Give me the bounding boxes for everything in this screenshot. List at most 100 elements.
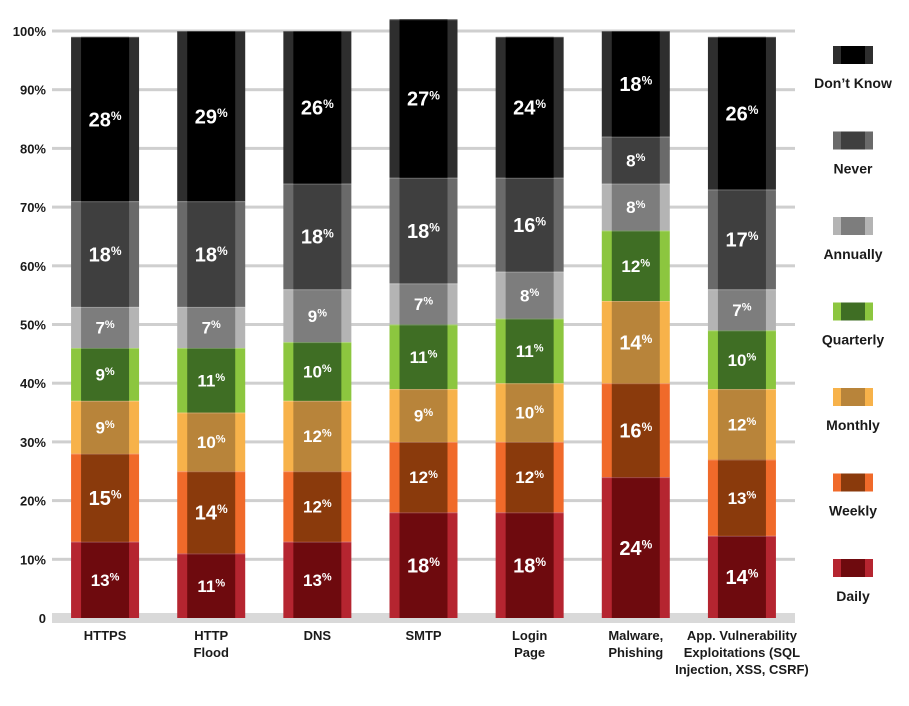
bar-segment <box>399 177 448 284</box>
legend-item: Never <box>833 131 873 177</box>
legend: Don’t Know Never Annually Quarterly Monthly W… <box>814 46 892 604</box>
bar-segment-divider <box>601 136 670 138</box>
legend-label: Quarterly <box>822 332 884 348</box>
x-tick-label: Login Page <box>512 628 547 660</box>
bar-segment <box>187 201 236 307</box>
bar-segment-divider <box>71 201 140 203</box>
legend-label: Monthly <box>826 417 880 433</box>
data-label: 28% <box>89 109 122 131</box>
bar-segment-divider <box>707 289 776 291</box>
bar-segment-divider <box>177 31 246 32</box>
bar-segment <box>399 19 448 178</box>
bars: 13% 15% 9% 9% 7% 18% 28% 11% 14% 10% 11% 7% 18% 29% 13… <box>71 19 776 618</box>
y-tick-label: 10% <box>20 552 46 567</box>
bar-stack: 18% 12% 9% 11% 7% 18% 27% <box>389 19 458 618</box>
y-tick-label: 40% <box>20 376 46 391</box>
bar-segment-divider <box>707 535 776 537</box>
data-label: 10% <box>197 433 226 452</box>
data-label: 12% <box>621 257 650 276</box>
x-tick-label: HTTPS <box>84 628 127 643</box>
y-tick-label: 70% <box>20 200 46 215</box>
y-tick-label: 0 <box>39 611 46 626</box>
bar-stack: 18% 12% 10% 11% 8% 16% 24% <box>495 36 564 618</box>
data-label: 9% <box>95 366 114 385</box>
data-label: 16% <box>619 420 652 442</box>
data-label: 16% <box>513 215 546 237</box>
legend-swatch <box>841 473 865 492</box>
bar-segment <box>611 383 660 478</box>
bar-segment-divider <box>707 189 776 191</box>
bar-segment <box>187 553 236 618</box>
bar-segment-divider <box>283 400 352 402</box>
data-label: 8% <box>520 286 539 305</box>
bar-segment <box>505 441 554 513</box>
bar-segment-divider <box>177 306 246 308</box>
data-label: 18% <box>89 244 122 266</box>
legend-swatch <box>841 388 865 406</box>
bar-segment-divider <box>389 19 458 21</box>
bar-segment <box>81 541 130 618</box>
legend-swatch <box>841 217 865 235</box>
data-label: 11% <box>516 342 544 361</box>
y-tick-label: 20% <box>20 494 46 509</box>
bar-segment <box>81 400 130 454</box>
data-label: 12% <box>515 468 544 487</box>
bar-segment <box>187 31 236 202</box>
bar-segment-divider <box>495 383 564 385</box>
bar-segment <box>293 183 342 290</box>
data-label: 12% <box>303 427 332 446</box>
bar-segment-divider <box>389 512 458 514</box>
bar-segment <box>611 136 660 184</box>
bar-segment-divider <box>71 541 140 543</box>
data-label: 12% <box>728 415 757 434</box>
data-label: 18% <box>619 74 652 96</box>
bar-segment-divider <box>389 283 458 285</box>
bar-segment <box>293 541 342 618</box>
data-label: 12% <box>303 498 332 517</box>
x-tick-label: SMTP <box>405 628 441 643</box>
data-label: 29% <box>195 106 228 128</box>
y-tick-label: 60% <box>20 259 46 274</box>
bar-segment <box>187 412 236 472</box>
bar-segment-divider <box>283 471 352 473</box>
data-label: 10% <box>303 363 332 382</box>
legend-label: Weekly <box>829 503 877 519</box>
data-label: 18% <box>513 555 546 577</box>
x-tick-label: App. Vulnerability Exploitations (SQL Inje… <box>675 628 809 677</box>
legend-item: Quarterly <box>822 302 884 348</box>
bar-segment <box>293 342 342 401</box>
bar-segment <box>81 453 130 542</box>
data-label: 18% <box>407 555 440 577</box>
bar-segment <box>717 289 766 331</box>
bar-segment-divider <box>601 383 670 385</box>
legend-swatch <box>841 302 865 321</box>
bar-segment-divider <box>601 183 670 185</box>
bar-segment <box>399 441 448 513</box>
data-label: 7% <box>95 319 114 338</box>
data-label: 9% <box>308 307 327 326</box>
legend-swatch <box>841 131 865 150</box>
bar-segment-divider <box>71 347 140 349</box>
legend-swatch <box>841 46 865 64</box>
bar-segment <box>187 347 236 413</box>
data-label: 8% <box>626 198 645 217</box>
data-label: 18% <box>301 226 334 248</box>
bar-segment <box>505 271 554 319</box>
bar-segment-divider <box>495 318 564 320</box>
bar-segment-divider <box>177 201 246 203</box>
bar-segment-divider <box>71 400 140 402</box>
bar-segment <box>611 477 660 618</box>
bar-segment <box>717 389 766 460</box>
bar-segment <box>717 36 766 190</box>
legend-item: Monthly <box>826 388 880 433</box>
bar-segment-divider <box>177 347 246 349</box>
bar-segment-divider <box>707 389 776 391</box>
bar-segment <box>187 306 236 348</box>
bar-segment <box>81 201 130 307</box>
bar-segment <box>717 189 766 290</box>
bar-segment-divider <box>601 477 670 479</box>
data-label: 14% <box>725 567 758 589</box>
data-label: 11% <box>197 371 225 390</box>
bar-segment-divider <box>283 31 352 32</box>
bar-segment <box>81 347 130 401</box>
